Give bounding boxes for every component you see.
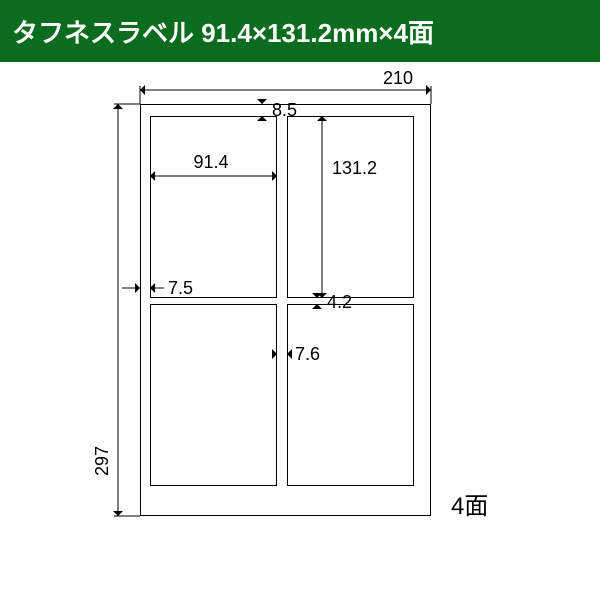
label-rect-bottom-right (287, 304, 414, 486)
dim-sheet-height: 297 (92, 446, 113, 476)
header-bar: タフネスラベル 91.4×131.2mm×4面 (0, 0, 600, 62)
dim-label-width: 91.4 (194, 152, 229, 173)
label-rect-top-right (287, 116, 414, 298)
dim-label-height: 131.2 (332, 158, 377, 179)
dim-gap-vertical: 4.2 (327, 292, 352, 313)
dim-margin-left: 7.5 (168, 278, 193, 299)
dim-sheet-width: 210 (383, 68, 413, 89)
dim-gap-horizontal: 7.6 (295, 344, 320, 365)
header-title: タフネスラベル 91.4×131.2mm×4面 (12, 13, 434, 50)
dim-margin-top: 8.5 (272, 100, 297, 121)
diagram-area: 210 8.5 91.4 131.2 7.5 4.2 7.6 297 4面 (0, 62, 600, 600)
label-rect-bottom-left (150, 304, 277, 486)
label-rect-top-left (150, 116, 277, 298)
faces-label: 4面 (451, 486, 488, 521)
